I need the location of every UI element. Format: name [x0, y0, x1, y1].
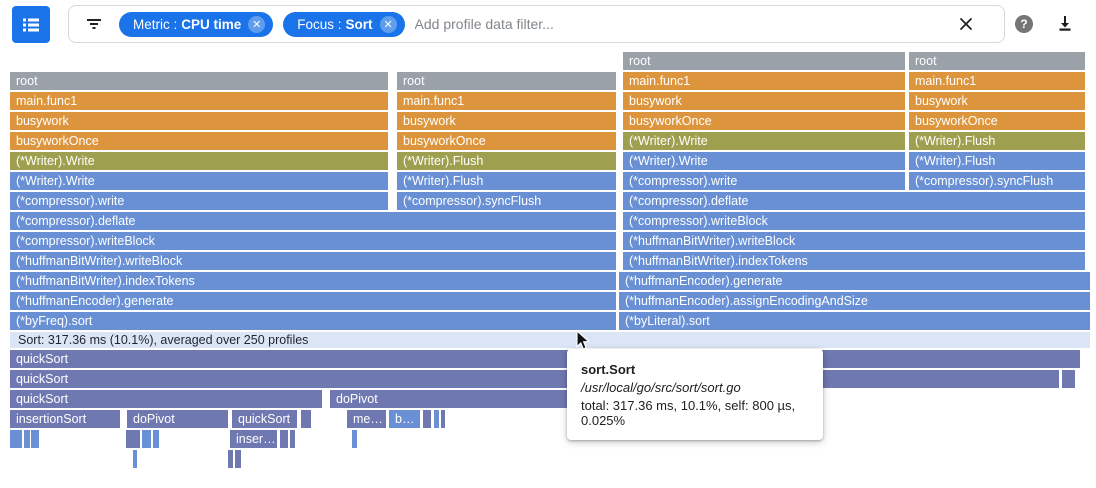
flame-frame[interactable] — [142, 430, 151, 448]
flame-frame[interactable]: (*huffmanBitWriter).writeBlock — [623, 232, 1085, 250]
flame-frame[interactable]: (*huffmanEncoder).generate — [10, 292, 616, 310]
flame-frame[interactable]: busywork — [10, 112, 388, 130]
flame-frame[interactable] — [280, 430, 288, 448]
flame-frame[interactable]: busyworkOnce — [397, 132, 616, 150]
flame-frame[interactable]: quickSort — [10, 350, 1080, 368]
flame-frame[interactable]: main.func1 — [397, 92, 616, 110]
toolbar: Metric : CPU time ✕ Focus : Sort ✕ — [0, 0, 1096, 48]
flame-frame[interactable] — [133, 450, 137, 468]
flame-frame[interactable]: insertionSort — [10, 410, 120, 428]
flame-frame[interactable]: main.func1 — [10, 92, 388, 110]
chip-close-icon[interactable]: ✕ — [379, 15, 397, 33]
flame-frame[interactable]: root — [397, 72, 616, 90]
filter-chip-focus[interactable]: Focus : Sort ✕ — [283, 11, 405, 37]
flame-frame[interactable]: (*compressor).deflate — [10, 212, 616, 230]
flame-frame[interactable]: quickSort — [10, 370, 1059, 388]
flame-frame[interactable]: busyworkOnce — [10, 132, 388, 150]
flame-frame[interactable]: quickSort — [232, 410, 297, 428]
flame-frame[interactable]: busywork — [623, 92, 905, 110]
frame-tooltip: sort.Sort /usr/local/go/src/sort/sort.go… — [567, 349, 823, 440]
flame-frame[interactable] — [352, 430, 357, 448]
tooltip-function-name: sort.Sort — [581, 362, 636, 377]
filter-chip-metric[interactable]: Metric : CPU time ✕ — [119, 11, 274, 37]
flame-frame[interactable]: busyworkOnce — [623, 112, 905, 130]
flame-frame[interactable]: (*Writer).Flush — [397, 152, 616, 170]
focus-frame-sort[interactable]: Sort: 317.36 ms (10.1%), averaged over 2… — [10, 332, 1090, 348]
help-icon[interactable]: ? — [1015, 15, 1033, 33]
list-icon — [21, 15, 41, 35]
flame-frame[interactable]: (*compressor).writeBlock — [623, 212, 1085, 230]
flame-frame[interactable]: me… — [347, 410, 386, 428]
filter-list-icon — [85, 15, 103, 33]
flame-frame[interactable] — [1062, 370, 1075, 388]
flame-frame[interactable]: (*huffmanBitWriter).writeBlock — [10, 252, 616, 270]
flame-frame[interactable]: quickSort — [10, 390, 322, 408]
flame-frame[interactable]: (*byFreq).sort — [10, 312, 616, 330]
flame-frame[interactable]: (*compressor).syncFlush — [909, 172, 1085, 190]
flame-frame[interactable]: busywork — [397, 112, 616, 130]
flame-frame[interactable]: (*compressor).writeBlock — [10, 232, 616, 250]
flame-frame[interactable]: (*huffmanBitWriter).indexTokens — [10, 272, 616, 290]
flame-frame[interactable] — [423, 410, 431, 428]
flame-frame[interactable]: (*huffmanEncoder).generate — [619, 272, 1090, 290]
tooltip-source-path: /usr/local/go/src/sort/sort.go — [581, 380, 741, 395]
filter-input[interactable] — [414, 16, 958, 32]
flame-frame[interactable] — [290, 430, 295, 448]
tooltip-stats: total: 317.36 ms, 10.1%, self: 800 µs, 0… — [581, 398, 796, 428]
flame-frame[interactable] — [24, 430, 30, 448]
clear-filters-button[interactable] — [958, 16, 974, 32]
chip-prefix: Metric : — [133, 16, 178, 32]
menu-list-button[interactable] — [12, 6, 50, 43]
flame-frame[interactable]: root — [909, 52, 1085, 70]
flame-frame[interactable]: by… — [389, 410, 420, 428]
chip-value: CPU time — [181, 16, 242, 32]
flame-frame[interactable] — [153, 430, 159, 448]
chip-close-icon[interactable]: ✕ — [248, 15, 266, 33]
close-icon — [958, 16, 974, 32]
flame-frame[interactable]: (*byLiteral).sort — [619, 312, 1090, 330]
flame-frame[interactable]: (*compressor).write — [623, 172, 905, 190]
profile-filter-bar[interactable]: Metric : CPU time ✕ Focus : Sort ✕ — [68, 5, 1005, 43]
flame-frame[interactable]: (*Writer).Write — [623, 152, 905, 170]
chip-value: Sort — [345, 16, 373, 32]
chip-prefix: Focus : — [297, 16, 342, 32]
flame-frame[interactable] — [228, 450, 233, 468]
flame-frame[interactable] — [10, 430, 22, 448]
flame-frame[interactable]: (*huffmanBitWriter).indexTokens — [623, 252, 1085, 270]
flame-frame[interactable]: (*Writer).Write — [10, 152, 388, 170]
download-button[interactable] — [1056, 14, 1074, 32]
flame-frame[interactable]: root — [623, 52, 905, 70]
flame-frame[interactable]: main.func1 — [909, 72, 1085, 90]
flame-frame[interactable] — [301, 410, 311, 428]
flame-frame[interactable]: (*Writer).Flush — [909, 152, 1085, 170]
flame-frame[interactable]: (*compressor).syncFlush — [397, 192, 616, 210]
flame-frame[interactable]: (*Writer).Flush — [909, 132, 1085, 150]
flame-frame[interactable] — [434, 410, 439, 428]
flame-frame[interactable]: busyworkOnce — [909, 112, 1085, 130]
flame-frame[interactable]: root — [10, 72, 388, 90]
flame-frame[interactable]: (*huffmanEncoder).assignEncodingAndSize — [619, 292, 1090, 310]
flame-frame[interactable]: (*Writer).Write — [623, 132, 905, 150]
flame-frame[interactable]: busywork — [909, 92, 1085, 110]
flame-frame[interactable]: (*compressor).write — [10, 192, 388, 210]
flame-frame[interactable] — [235, 450, 241, 468]
download-icon — [1056, 14, 1074, 32]
flame-frame[interactable]: inserti… — [230, 430, 277, 448]
flame-frame[interactable]: (*Writer).Flush — [397, 172, 616, 190]
flame-frame[interactable] — [126, 430, 140, 448]
flame-frame[interactable]: (*compressor).deflate — [623, 192, 1085, 210]
flame-frame[interactable]: main.func1 — [623, 72, 905, 90]
flame-frame[interactable]: (*Writer).Write — [10, 172, 388, 190]
flame-frame[interactable] — [31, 430, 39, 448]
flame-frame[interactable]: doPivot — [127, 410, 228, 428]
flame-frame[interactable] — [441, 410, 445, 428]
